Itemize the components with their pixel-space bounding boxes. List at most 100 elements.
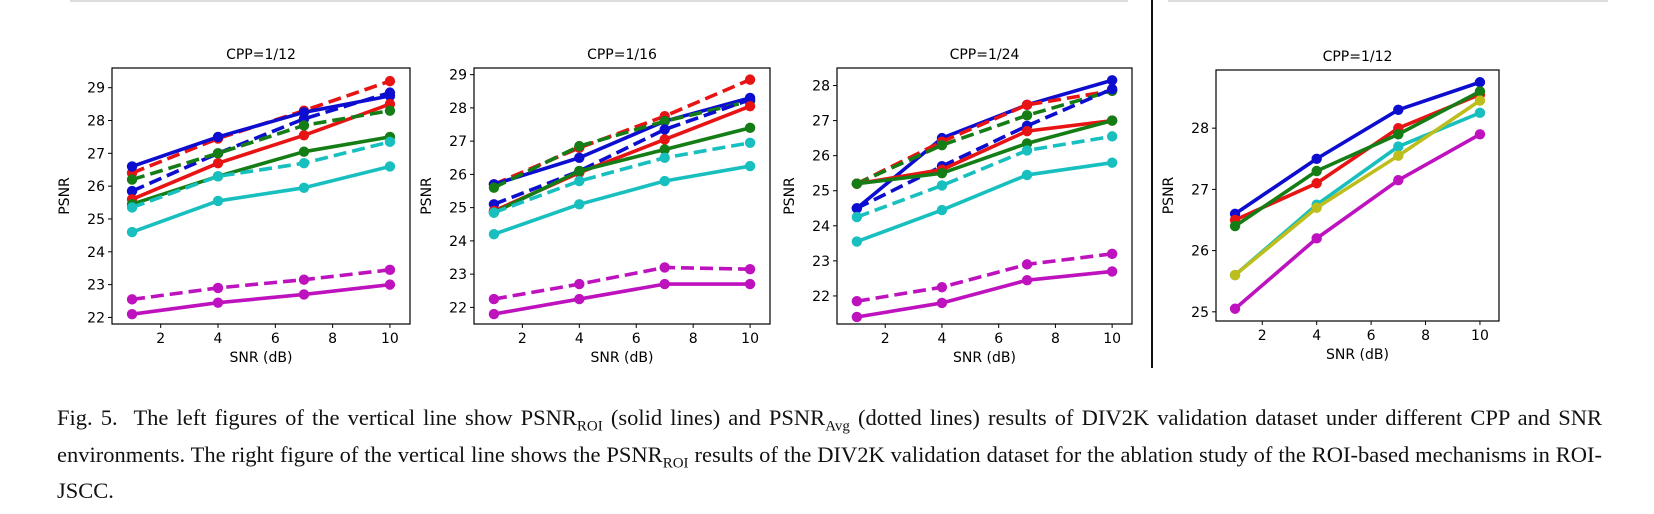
x-axis-label: SNR (dB)	[1326, 347, 1389, 363]
data-point-cyan-solid	[936, 204, 948, 216]
chart-title: CPP=1/12	[226, 47, 296, 63]
data-point-magenta-solid	[1393, 174, 1404, 186]
caption-text-4: results of the DIV2K validation dataset …	[57, 441, 1602, 504]
x-tick-label: 4	[937, 331, 946, 347]
data-point-green-solid	[851, 178, 863, 189]
plot-frame	[111, 67, 411, 325]
x-tick-label: 6	[994, 331, 1003, 347]
data-point-cyan-dashed	[488, 207, 500, 218]
series-line-magenta-solid	[131, 282, 391, 316]
caption-sub-roi: ROI	[576, 418, 603, 435]
data-point-blue-solid	[1106, 75, 1118, 86]
data-point-cyan-dashed	[851, 211, 863, 223]
data-point-cyan-solid	[488, 229, 500, 240]
x-tick-label: 4	[575, 331, 584, 347]
data-point-cyan-solid	[659, 175, 670, 187]
chart-title: CPP=1/16	[587, 47, 657, 63]
data-point-green-dashed	[1021, 110, 1033, 121]
x-tick-label: 8	[1051, 331, 1060, 347]
y-tick-label: 28	[87, 114, 105, 130]
y-tick-label: 28	[449, 101, 467, 117]
data-point-magenta-solid	[1311, 233, 1322, 244]
y-tick-label: 24	[87, 245, 105, 261]
data-point-cyan-dashed	[298, 157, 310, 169]
data-point-yellow-solid	[1393, 150, 1404, 161]
series-line-green-solid	[856, 118, 1113, 186]
caption-text-3: (dotted lines) results of DIV2K validati…	[57, 405, 1603, 467]
data-point-red-solid	[1021, 125, 1033, 137]
x-tick-label: 2	[156, 331, 165, 347]
data-point-magenta-dashed	[1021, 259, 1033, 270]
data-point-green-dashed	[488, 182, 500, 193]
data-point-red-solid	[1311, 178, 1322, 189]
series-line-cyan-dashed	[856, 134, 1113, 219]
y-axis-label: PSNR	[782, 177, 798, 215]
caption-text-2: (solid lines) and PSNR	[602, 405, 826, 430]
data-point-red-solid	[212, 157, 224, 169]
data-point-blue-dashed	[126, 185, 138, 197]
series-line-green-dashed	[493, 99, 751, 190]
data-point-cyan-dashed	[212, 171, 224, 182]
y-tick-label: 25	[87, 212, 105, 228]
data-point-green-dashed	[212, 148, 224, 159]
data-point-cyan-solid	[574, 199, 585, 210]
data-point-green-dashed	[574, 140, 585, 152]
data-point-cyan-dashed	[574, 175, 585, 187]
data-point-magenta-solid	[744, 278, 756, 290]
data-point-cyan-dashed	[384, 136, 396, 148]
data-point-green-solid	[1393, 129, 1404, 140]
data-point-blue-solid	[126, 161, 138, 172]
data-point-blue-solid	[1311, 153, 1322, 164]
series-line-cyan-dashed	[131, 140, 391, 210]
chart-title: CPP=1/12	[1323, 49, 1393, 65]
data-point-green-solid	[744, 122, 756, 134]
data-point-magenta-dashed	[574, 278, 585, 290]
data-point-magenta-dashed	[126, 294, 138, 305]
data-point-cyan-solid	[298, 182, 310, 193]
series-line-blue-dashed	[493, 97, 751, 206]
y-tick-label: 29	[449, 68, 467, 84]
series-line-magenta-dashed	[493, 265, 751, 301]
chart-title: CPP=1/24	[950, 47, 1020, 63]
x-tick-label: 2	[1258, 328, 1267, 344]
data-point-green-solid	[936, 168, 948, 179]
y-axis-label: PSNR	[419, 177, 435, 215]
x-tick-label: 8	[689, 331, 698, 347]
series-line-blue-dashed	[131, 90, 391, 193]
series-line-green-dashed	[856, 89, 1113, 186]
y-axis-label: PSNR	[57, 177, 73, 215]
series-line-green-solid	[493, 126, 751, 215]
y-tick-label: 26	[87, 179, 105, 195]
x-tick-label: 10	[381, 331, 399, 347]
data-point-green-dashed	[936, 139, 948, 151]
series-line-cyan-dashed	[493, 141, 751, 215]
data-point-magenta-solid	[488, 308, 500, 320]
data-point-green-dashed	[659, 115, 670, 127]
x-tick-label: 8	[328, 331, 337, 347]
series-line-red-solid	[131, 102, 391, 201]
x-tick-label: 4	[214, 331, 223, 347]
x-tick-label: 2	[881, 331, 890, 347]
y-tick-label: 27	[812, 114, 830, 130]
data-point-magenta-dashed	[936, 281, 948, 293]
series-line-blue-solid	[1234, 80, 1481, 216]
data-point-green-solid	[659, 144, 670, 155]
data-point-red-dashed	[744, 74, 756, 85]
data-point-green-solid	[1474, 86, 1486, 97]
x-axis-label: SNR (dB)	[591, 350, 654, 366]
data-point-green-dashed	[384, 105, 396, 116]
data-point-magenta-dashed	[298, 274, 310, 285]
x-tick-label: 6	[271, 331, 280, 347]
caption-prefix: Fig. 5.	[57, 405, 118, 430]
y-tick-label: 29	[87, 81, 105, 97]
y-tick-label: 23	[812, 254, 830, 270]
data-point-cyan-solid	[851, 236, 863, 247]
y-tick-label: 27	[1191, 182, 1209, 198]
x-tick-label: 10	[741, 331, 759, 347]
caption-sub-roi-2: ROI	[662, 455, 689, 471]
series-line-blue-dashed	[856, 87, 1113, 210]
data-point-green-solid	[1311, 165, 1322, 177]
data-point-blue-dashed	[384, 87, 396, 98]
series-line-yellow-solid	[1233, 99, 1481, 277]
